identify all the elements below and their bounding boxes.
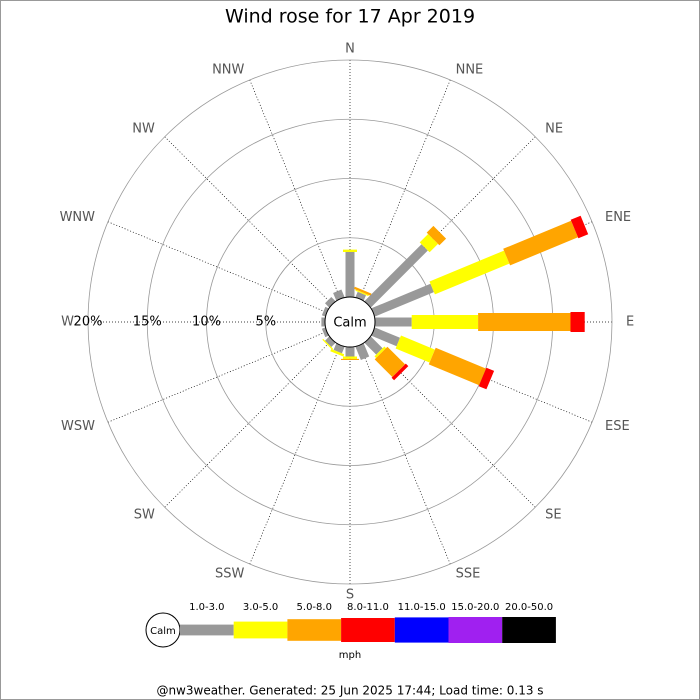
direction-label: SSW: [215, 567, 245, 582]
bar-segment: [354, 286, 372, 296]
direction-label: WNW: [60, 210, 96, 225]
bar-segment: [341, 358, 359, 360]
calm-circle: [324, 296, 376, 348]
legend-calm-label: Calm: [150, 626, 176, 637]
direction-label: WSW: [61, 419, 95, 434]
bar-segment: [428, 347, 486, 386]
bar-segment: [429, 250, 510, 295]
direction-label: W: [61, 315, 74, 330]
direction-label: E: [626, 315, 634, 330]
bar-segment: [411, 315, 479, 329]
legend-label: 20.0-50.0: [505, 602, 553, 613]
direction-label: NNE: [456, 62, 484, 77]
bar-segment: [343, 356, 357, 359]
ring: [87, 59, 613, 585]
legend-swatch: [394, 617, 449, 643]
bars: [321, 215, 589, 390]
direction-label: SE: [545, 508, 561, 523]
bar-segment: [570, 215, 589, 239]
bar-segment: [503, 220, 578, 266]
bar-segment: [355, 291, 366, 301]
direction-label: SW: [134, 508, 155, 523]
bar-segment: [426, 225, 447, 246]
legend-label: 15.0-20.0: [451, 602, 499, 613]
bar-segment: [333, 289, 345, 301]
bar-segment: [364, 336, 383, 355]
chart-title: Wind rose for 17 Apr 2019: [225, 6, 475, 28]
bar-segment: [345, 252, 355, 297]
bar-segment: [355, 343, 370, 360]
bar-segment: [478, 313, 571, 331]
bar-segment: [375, 317, 412, 327]
bar-segment: [395, 335, 435, 363]
bar-segment: [325, 336, 336, 347]
bar-segment: [321, 306, 329, 317]
bar-segment: [478, 367, 495, 390]
legend-label: 5.0-8.0: [297, 602, 332, 613]
ring-label: 5%: [255, 315, 276, 330]
legend-swatch: [502, 617, 556, 643]
legend-label: 1.0-3.0: [189, 602, 224, 613]
legend-swatch: [233, 621, 288, 639]
footer: @nw3weather. Generated: 25 Jun 2025 17:4…: [156, 684, 543, 698]
direction-label: NE: [545, 121, 563, 136]
direction-label: N: [345, 42, 355, 57]
legend-swatch: [341, 618, 395, 642]
legend-label: 3.0-5.0: [243, 602, 278, 613]
bar-segment: [374, 346, 405, 377]
direction-label: ESE: [605, 419, 630, 434]
bar-segment: [343, 249, 357, 252]
direction-label: SSE: [456, 567, 481, 582]
bar-segment: [321, 317, 325, 327]
bar-segment: [345, 347, 355, 357]
direction-label: NNW: [212, 62, 244, 77]
legend-label: 11.0-15.0: [398, 602, 446, 613]
bar-segment: [371, 327, 400, 347]
legend: Calm mph 1.0-3.0 3.0-5.0 5.0-8.0 8.0-11.0 11…: [145, 602, 556, 661]
bar-segment: [330, 349, 345, 357]
unit-label: mph: [339, 650, 361, 661]
direction-label: NW: [132, 121, 155, 136]
bar-segment: [371, 283, 434, 317]
bar-segment: [419, 234, 438, 253]
ring-label: 10%: [192, 315, 221, 330]
legend-label: 8.0-11.0: [347, 602, 389, 613]
legend-swatch: [287, 619, 342, 641]
calm-label: Calm: [333, 316, 366, 331]
bar-segment: [322, 338, 334, 350]
bar-segment: [325, 297, 336, 308]
bar-segment: [570, 312, 585, 332]
legend-swatch: [448, 617, 503, 643]
bar-segment: [355, 289, 369, 297]
bar-segment: [321, 327, 329, 338]
ring-label: 15%: [133, 315, 162, 330]
bar-segment: [391, 363, 409, 381]
direction-label: S: [346, 588, 354, 603]
bar-segment: [374, 346, 386, 358]
bar-segment: [364, 244, 428, 308]
ring-label: 20%: [74, 315, 103, 330]
legend-swatch: [180, 624, 234, 636]
direction-label: ENE: [605, 210, 631, 225]
